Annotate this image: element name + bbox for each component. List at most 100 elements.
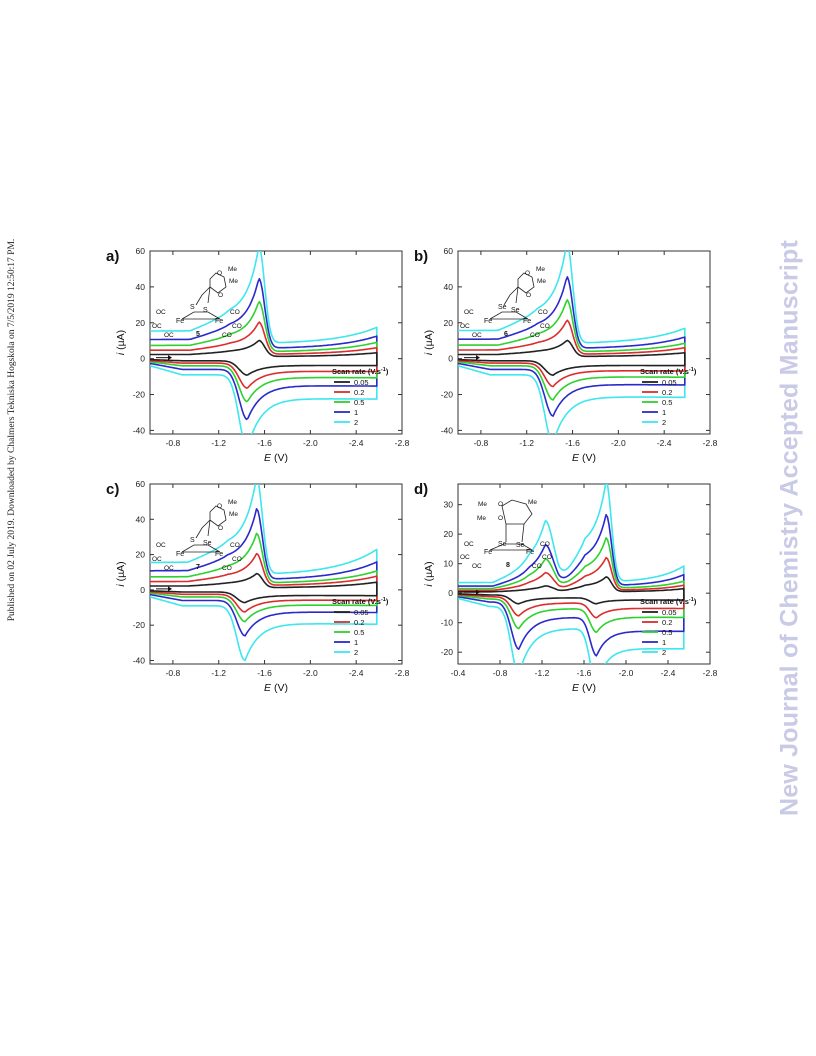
cv-panel: -40 -20 0 20 40 60 -0.8 -1.2 -1.6 -2.0 -2.4 -2.8 c) i… — [106, 479, 410, 694]
x-axis-label: E (V) — [572, 452, 596, 464]
legend-entry: 0.5 — [662, 398, 672, 407]
compound-number: 8 — [506, 562, 510, 569]
structure-atom-label: OC — [164, 332, 174, 339]
legend-entry: 2 — [354, 648, 358, 657]
structure-atom-label: Fe — [215, 551, 223, 558]
x-tick-label: -1.2 — [211, 438, 226, 448]
x-tick-label: -1.6 — [577, 668, 592, 678]
structure-atom-label: Se — [516, 542, 525, 549]
legend-entry: 0.2 — [354, 618, 364, 627]
structure-atom-label: OC — [156, 542, 166, 549]
x-axis-label: E (V) — [264, 682, 288, 694]
legend-entry: 0.05 — [354, 608, 369, 617]
y-tick-label: 40 — [136, 514, 146, 524]
y-axis-symbol: i — [423, 352, 435, 355]
x-tick-label: -2.4 — [349, 668, 364, 678]
x-axis-unit: (V) — [271, 682, 288, 694]
cv-panel: -40 -20 0 20 40 60 -0.8 -1.2 -1.6 -2.0 -2.4 -2.8 b) i… — [414, 246, 718, 464]
cv-panel: -40 -20 0 20 40 60 -0.8 -1.2 -1.6 -2.0 -2.4 -2.8 a) i… — [106, 246, 410, 464]
cv-curve-series — [150, 484, 378, 662]
structure-atom-label: CO — [230, 542, 240, 549]
structure-atom-label: CO — [540, 323, 550, 330]
structure-atom-label: Me — [229, 278, 238, 285]
y-tick-label: 0 — [140, 585, 145, 595]
panel-label: c) — [106, 481, 119, 498]
y-tick-label: 20 — [444, 318, 454, 328]
structure-atom-label: OC — [464, 309, 474, 316]
structure-atom-label: O — [498, 501, 503, 508]
legend-entry: 2 — [354, 418, 358, 427]
structure-atom-label: Fe — [526, 549, 534, 556]
legend-entry: 0.05 — [354, 378, 369, 387]
structure-atom-label: Fe — [176, 318, 184, 325]
legend-title-main: Scan rate (V.s — [332, 597, 381, 606]
structure-atom-label: Se — [498, 304, 507, 311]
y-tick-label: 20 — [136, 550, 146, 560]
plot-frame — [457, 250, 711, 435]
cv-curve-series — [150, 572, 378, 604]
legend-entry: 0.2 — [354, 388, 364, 397]
structure-atom-label: Me — [477, 515, 486, 522]
structure-atom-label: CO — [232, 556, 242, 563]
x-tick-label: -2.4 — [657, 438, 672, 448]
y-tick-label: 0 — [448, 588, 453, 598]
panel-label: a) — [106, 248, 119, 265]
cv-curve-series — [458, 276, 686, 417]
y-tick-label: 40 — [136, 282, 146, 292]
compound-number: 7 — [196, 564, 200, 571]
legend-title: Scan rate (V.s-1) — [332, 597, 389, 606]
x-axis-unit: (V) — [579, 452, 596, 464]
cv-curve-series — [150, 508, 378, 637]
x-tick-label: -2.4 — [349, 438, 364, 448]
compound-number: 5 — [196, 331, 200, 338]
x-axis-symbol: E — [264, 682, 272, 694]
y-tick-label: 10 — [444, 559, 454, 569]
x-tick-label: -1.2 — [211, 668, 226, 678]
x-tick-label: -0.8 — [493, 668, 508, 678]
structure-atom-label: Se — [498, 541, 507, 548]
x-tick-label: -0.4 — [451, 668, 466, 678]
structure-atom-label: Se — [511, 307, 520, 314]
structure-atom-label: O — [218, 292, 223, 299]
structure-atom-label: Me — [229, 511, 238, 518]
scan-direction-arrowhead — [168, 586, 172, 592]
structure-atom-label: O — [525, 270, 530, 277]
x-tick-label: -2.0 — [619, 668, 634, 678]
structure-atom-label: Me — [478, 501, 487, 508]
y-tick-label: 60 — [444, 246, 454, 256]
legend-entry: 2 — [662, 418, 666, 427]
structure-atom-label: S — [203, 307, 208, 314]
structure-atom-label: Fe — [484, 318, 492, 325]
x-axis-unit: (V) — [271, 452, 288, 464]
structure-atom-label: OC — [164, 565, 174, 572]
scan-direction-arrowhead — [476, 589, 480, 595]
structure-atom-label: O — [217, 270, 222, 277]
legend-title-end: ) — [694, 597, 697, 606]
y-tick-label: -10 — [441, 618, 454, 628]
legend-title-main: Scan rate (V.s — [640, 367, 689, 376]
structure-atom-label: CO — [222, 332, 232, 339]
x-tick-label: -1.6 — [565, 438, 580, 448]
structure-atom-label: Fe — [523, 318, 531, 325]
scan-direction-arrowhead — [168, 355, 172, 361]
x-tick-label: -0.8 — [166, 438, 181, 448]
structure-atom-label: O — [498, 515, 503, 522]
structure-atom-label: O — [526, 292, 531, 299]
y-tick-label: -40 — [133, 425, 146, 435]
y-tick-label: 0 — [140, 354, 145, 364]
x-axis-label: E (V) — [572, 682, 596, 694]
legend-entry: 2 — [662, 648, 666, 657]
structure-atom-label: CO — [540, 541, 550, 548]
y-tick-label: 20 — [136, 318, 146, 328]
y-tick-label: 60 — [136, 246, 146, 256]
scan-direction-arrowhead — [476, 355, 480, 361]
y-tick-label: 40 — [444, 282, 454, 292]
structure-atom-label: CO — [232, 323, 242, 330]
y-tick-label: -20 — [441, 647, 454, 657]
structure-atom-label: S — [190, 304, 195, 311]
y-axis-label: i (µA) — [423, 561, 435, 586]
compound-number: 6 — [504, 331, 508, 338]
